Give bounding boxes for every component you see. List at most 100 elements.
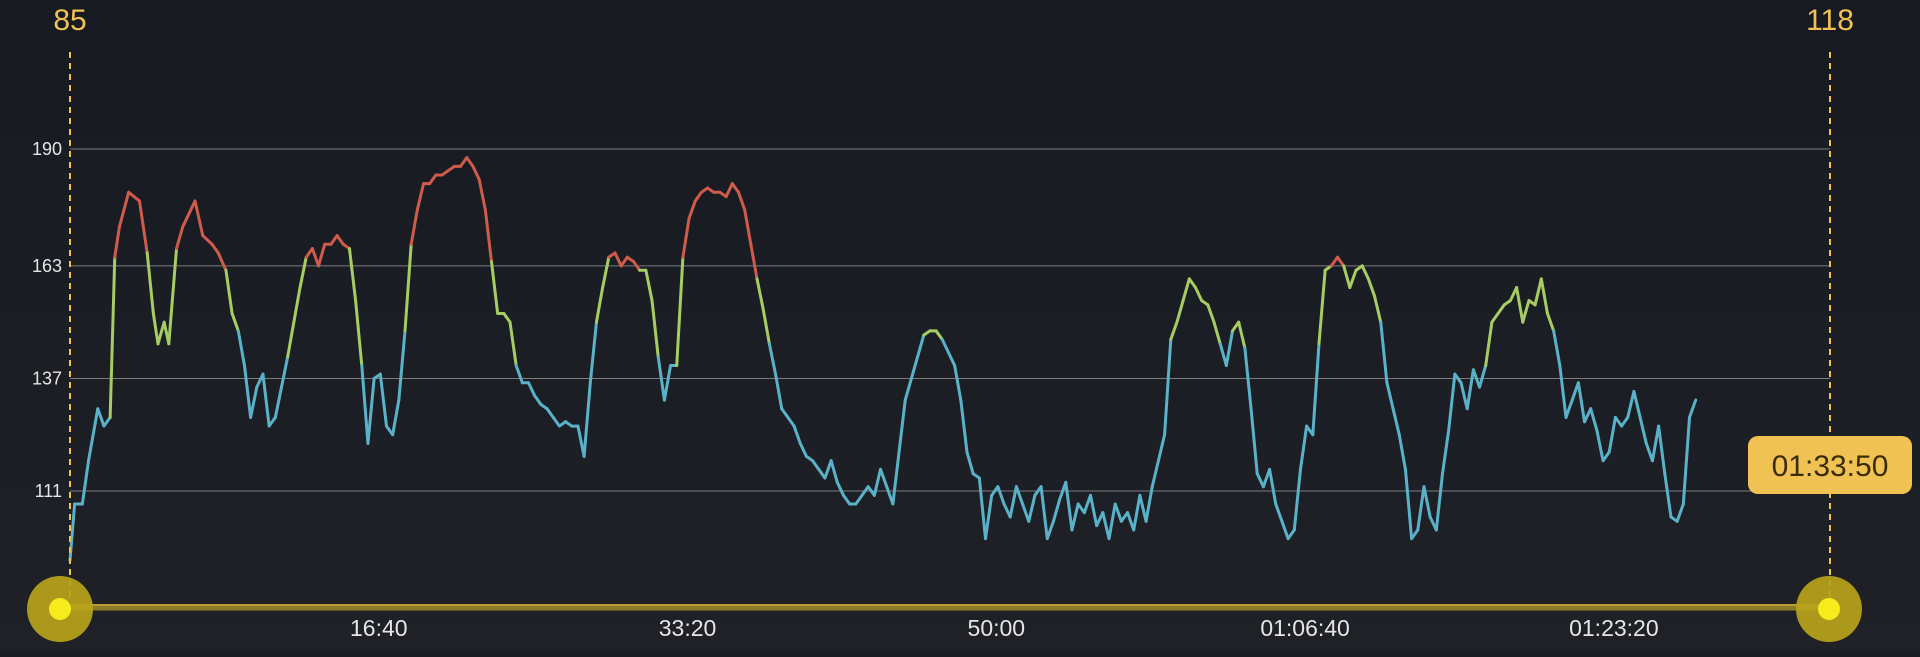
series-line-segment: [1206, 303, 1216, 324]
series-line-segment: [1292, 467, 1302, 532]
series-line-segment: [1545, 312, 1556, 333]
series-line-segment: [280, 355, 290, 389]
series-line-segment: [891, 450, 901, 506]
series-line-segment: [1336, 255, 1346, 268]
series-line-segment: [681, 216, 691, 259]
series-line-segment: [940, 337, 950, 354]
series-line-segment: [1453, 372, 1463, 385]
series-line-segment: [1403, 467, 1414, 541]
series-line-segment: [1366, 277, 1377, 298]
series-line-segment: [1397, 433, 1407, 471]
series-line-segment: [1082, 493, 1092, 515]
series-line-segment: [1311, 342, 1321, 437]
series-line-segment: [1663, 472, 1673, 519]
series-line-segment: [1150, 459, 1160, 489]
series-line-segment: [1675, 502, 1685, 523]
series-line-segment: [108, 255, 117, 419]
series-line-segment: [415, 182, 426, 212]
series-line-segment: [1447, 372, 1457, 432]
series-line-segment: [127, 190, 141, 203]
series-line-segment: [1440, 428, 1451, 476]
series-line-segment: [102, 415, 112, 428]
series-line-segment: [860, 485, 870, 497]
series-line-segment: [483, 208, 493, 264]
series-line-segment: [1224, 329, 1235, 367]
series-line-segment: [1261, 467, 1272, 489]
series-line-segment: [230, 312, 240, 333]
series-line-segment: [1249, 407, 1259, 476]
range-end-handle[interactable]: [1796, 576, 1862, 642]
series-line-segment: [477, 177, 487, 212]
series-line-segment: [527, 381, 537, 398]
series-line-segment: [594, 286, 605, 324]
series-line-segment: [1576, 381, 1587, 424]
series-line-segment: [409, 208, 419, 246]
series-line-segment: [267, 415, 277, 428]
x-tick-label: 16:40: [350, 615, 408, 641]
series-line-segment: [1373, 294, 1383, 324]
x-tick-label: 01:23:20: [1569, 615, 1659, 641]
series-line-segment: [1169, 320, 1179, 341]
series-line-segment: [1632, 389, 1642, 419]
series-line-segment: [1459, 381, 1469, 411]
series-line-segment: [210, 242, 220, 255]
series-line-segment: [1175, 299, 1185, 324]
series-line-segment: [879, 467, 889, 489]
series-line-segment: [619, 255, 629, 268]
series-line-segment: [761, 307, 771, 346]
series-line-segment: [508, 320, 518, 367]
series-line-segment: [1515, 286, 1525, 324]
series-line-segment: [1478, 363, 1488, 389]
series-line-segment: [514, 363, 524, 385]
series-line-segment: [1237, 320, 1247, 350]
range-start-handle[interactable]: [27, 576, 93, 642]
series-line-segment: [181, 212, 191, 229]
series-line-segment: [724, 182, 734, 199]
series-line-segment: [601, 255, 611, 290]
series-line-segment: [459, 156, 469, 168]
series-line-segment: [354, 299, 364, 367]
series-line-segment: [1496, 303, 1506, 316]
series-line-segment: [1268, 467, 1278, 506]
series-line-segment: [730, 182, 740, 194]
series-line-segment: [1101, 511, 1111, 541]
series-line-segment: [175, 225, 185, 251]
series-line-segment: [1193, 286, 1204, 303]
series-line-segment: [1138, 493, 1148, 523]
series-line-segment: [1533, 277, 1543, 307]
series-line-segment: [743, 208, 753, 246]
series-line-segment: [273, 385, 284, 419]
x-tick-label: 33:20: [659, 615, 717, 641]
series-line-segment: [662, 363, 673, 402]
series-line-segment: [1558, 363, 1568, 419]
series-line-segment: [823, 459, 833, 480]
cursor-time-tooltip: 01:33:50: [1748, 436, 1912, 494]
x-tick-label: 01:06:40: [1260, 615, 1350, 641]
series-line-segment: [1539, 277, 1549, 316]
series-line-segment: [113, 225, 121, 259]
series-line-segment: [551, 415, 561, 428]
series-line-segment: [533, 394, 543, 406]
series-line-segment: [261, 372, 271, 428]
series-line-segment: [298, 255, 308, 290]
series-line-segment: [286, 320, 296, 359]
series-line-segment: [193, 199, 205, 238]
series-line-segment: [1045, 519, 1055, 541]
series-line-segment: [1638, 415, 1648, 445]
series-line-segment: [1620, 415, 1630, 428]
series-line-segment: [1416, 485, 1426, 532]
series-line-segment: [1156, 433, 1167, 463]
series-line-segment: [137, 199, 149, 255]
series-line-segment: [87, 407, 100, 463]
series-line-segment: [916, 333, 926, 359]
series-line-segment: [1644, 441, 1654, 463]
range-start-label: 85: [53, 4, 86, 37]
series-line-segment: [1144, 485, 1154, 523]
series-line-segment: [829, 459, 839, 484]
series-line-segment: [360, 363, 370, 445]
series-line-segment: [1021, 502, 1031, 523]
series-line-segment: [1521, 299, 1531, 324]
series-line-segment: [650, 299, 660, 359]
series-line-segment: [582, 381, 592, 458]
